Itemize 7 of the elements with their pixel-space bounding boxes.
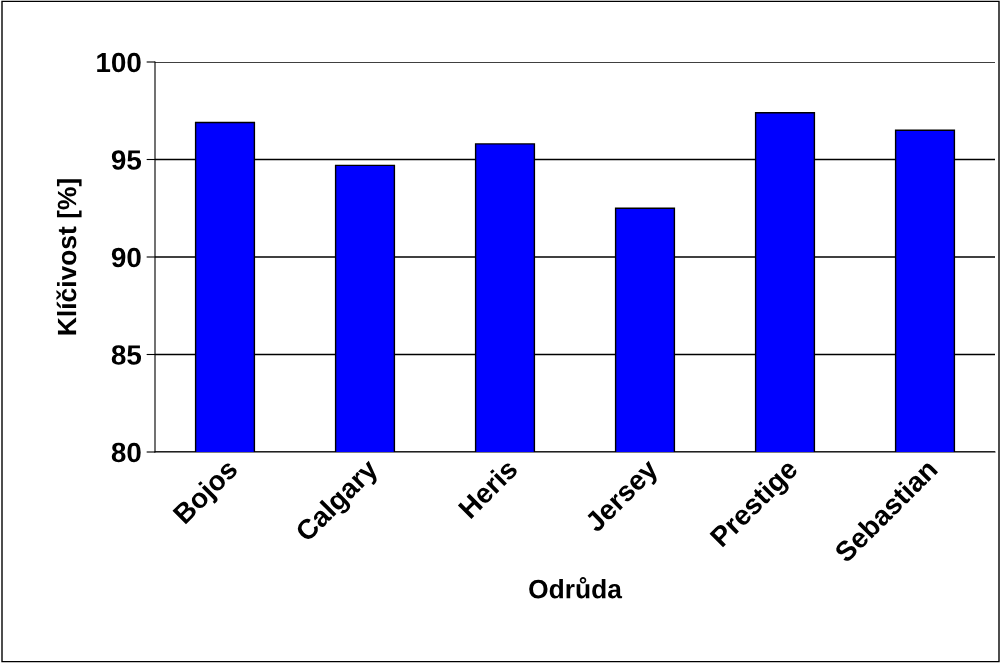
x-axis-title: Odrůda	[529, 577, 623, 599]
y-tick-label: 80	[111, 442, 141, 463]
y-tick-label: 90	[111, 247, 141, 268]
y-tick-label: 100	[97, 52, 141, 73]
y-tick-label: 85	[111, 345, 142, 365]
y-tick-label: 95	[111, 150, 142, 170]
y-axis-title: Klíčivost [%]	[56, 179, 82, 335]
